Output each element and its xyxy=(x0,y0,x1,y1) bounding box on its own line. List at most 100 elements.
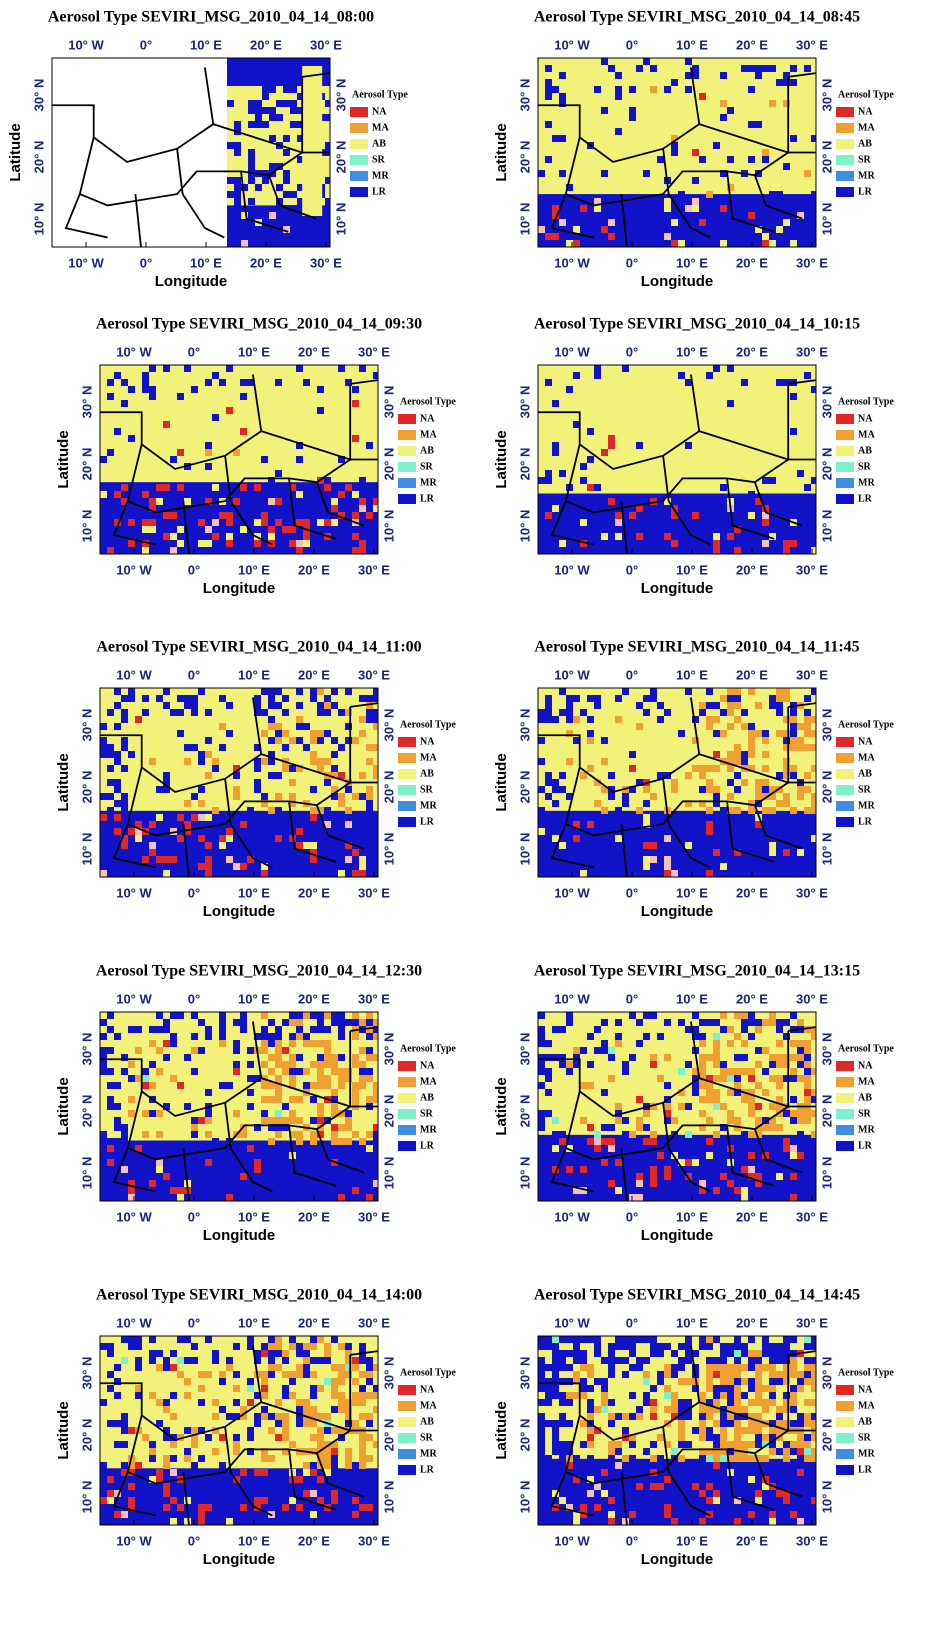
cell xyxy=(706,1089,713,1096)
cell xyxy=(150,72,157,79)
cell xyxy=(538,828,545,835)
cell xyxy=(52,72,59,79)
cell xyxy=(352,1019,359,1026)
cell xyxy=(657,716,664,723)
cell xyxy=(559,1364,566,1371)
cell xyxy=(143,121,150,128)
cell xyxy=(643,709,650,716)
cell xyxy=(142,491,149,498)
y-tick-label: 10° N xyxy=(517,1157,532,1190)
cell xyxy=(59,177,66,184)
cell xyxy=(205,379,212,386)
cell xyxy=(776,1061,783,1068)
cell xyxy=(608,498,615,505)
cell xyxy=(622,793,629,800)
cell xyxy=(122,128,129,135)
cell xyxy=(219,1378,226,1385)
cell xyxy=(129,205,136,212)
cell xyxy=(121,737,128,744)
cell xyxy=(115,107,122,114)
cell xyxy=(552,1131,559,1138)
cell xyxy=(121,793,128,800)
cell xyxy=(559,786,566,793)
x-tick-label: 0° xyxy=(188,991,200,1006)
cell xyxy=(720,1385,727,1392)
x-tick-label: 20° E xyxy=(298,991,330,1006)
cell xyxy=(164,163,171,170)
cell xyxy=(727,1068,734,1075)
cell xyxy=(206,198,213,205)
cell xyxy=(615,72,622,79)
cell xyxy=(143,233,150,240)
cell xyxy=(699,1061,706,1068)
cell xyxy=(608,1138,615,1145)
map-image xyxy=(538,58,818,383)
legend-swatch xyxy=(836,1417,854,1427)
cell xyxy=(164,79,171,86)
cell xyxy=(706,807,713,814)
x-tick-label: 10° W xyxy=(554,1315,590,1330)
cell xyxy=(741,1194,748,1201)
cell xyxy=(219,1019,226,1026)
cell xyxy=(713,1061,720,1068)
cell xyxy=(629,1392,636,1399)
cell xyxy=(325,177,332,184)
cell xyxy=(790,744,797,751)
cell xyxy=(115,100,122,107)
cell xyxy=(727,1399,734,1406)
cell xyxy=(755,793,762,800)
cell xyxy=(671,1350,678,1357)
cell xyxy=(233,1371,240,1378)
cell xyxy=(255,79,262,86)
cell xyxy=(545,121,552,128)
cell xyxy=(149,1350,156,1357)
cell xyxy=(121,1511,128,1518)
cell xyxy=(177,1504,184,1511)
y-axis-label: Latitude xyxy=(493,430,510,488)
cell xyxy=(811,730,818,737)
cell xyxy=(559,1131,566,1138)
cell xyxy=(121,1131,128,1138)
cell xyxy=(198,1385,205,1392)
cell xyxy=(129,107,136,114)
cell xyxy=(240,1504,247,1511)
cell xyxy=(255,184,262,191)
cell xyxy=(720,484,727,491)
cell xyxy=(580,1357,587,1364)
cell xyxy=(338,744,345,751)
cell xyxy=(240,1012,247,1019)
cell xyxy=(685,442,692,449)
cell xyxy=(157,107,164,114)
cell xyxy=(811,1448,818,1455)
cell xyxy=(178,219,185,226)
cell xyxy=(804,1357,811,1364)
y-tick-label: 30° N xyxy=(381,386,396,419)
cell xyxy=(580,1082,587,1089)
cell xyxy=(755,1350,762,1357)
x-tick-label: 0° xyxy=(188,562,200,577)
cell xyxy=(129,170,136,177)
cell xyxy=(594,695,601,702)
cell xyxy=(734,1385,741,1392)
cell xyxy=(198,814,205,821)
cell xyxy=(573,372,580,379)
cell xyxy=(587,1385,594,1392)
cell xyxy=(171,86,178,93)
cell xyxy=(157,184,164,191)
cell xyxy=(636,1336,643,1343)
cell xyxy=(199,184,206,191)
cell xyxy=(373,1019,380,1026)
cell xyxy=(713,1441,720,1448)
cell xyxy=(310,758,317,765)
cell xyxy=(748,491,755,498)
cell xyxy=(769,1343,776,1350)
cell xyxy=(608,1420,615,1427)
cell xyxy=(66,135,73,142)
cell xyxy=(741,751,748,758)
cell xyxy=(177,1371,184,1378)
cell xyxy=(198,540,205,547)
cell xyxy=(552,1117,559,1124)
cell xyxy=(359,716,366,723)
cell xyxy=(324,695,331,702)
cell xyxy=(769,1061,776,1068)
